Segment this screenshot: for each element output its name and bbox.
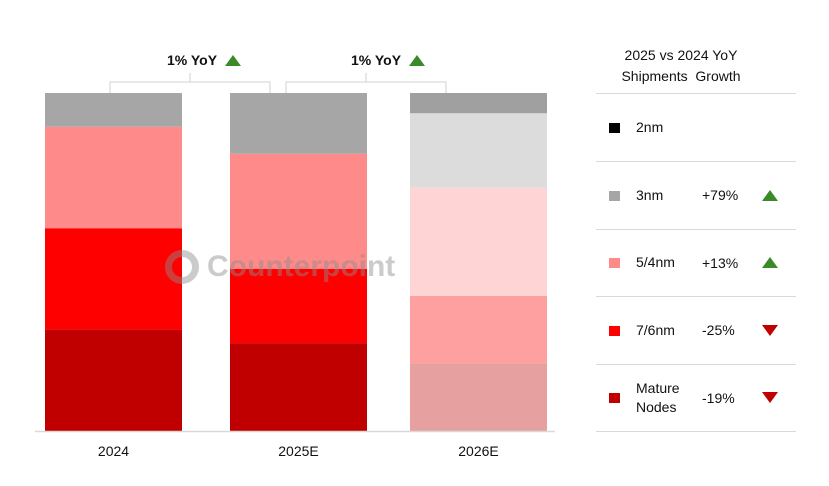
legend-swatch [609,190,620,201]
legend-row-7-6nm: 7/6nm -25% [596,297,796,365]
bar-segment-2nm-2026e [410,93,547,114]
legend-label: 7/6nm [636,321,675,338]
bar-segment-3nm-2025e [230,93,367,154]
legend-growth-value: +13% [702,254,739,271]
yoy-annotation-2: 1% YoY [351,52,426,68]
bar-segment-3nm-2024 [45,93,182,127]
legend-title-line: 2025 vs 2024 YoY [624,47,738,63]
yoy-label: 1% YoY [167,52,218,68]
legend-row-5-4nm: 5/4nm +13% [596,229,796,297]
legend-title-line: Shipments Growth [621,68,741,84]
up-triangle-icon [762,257,778,268]
legend-growth-value: -25% [702,322,735,338]
legend-swatch [609,393,620,403]
bar-segment-3nm-2026e [410,113,547,188]
watermark-logo: Counterpoint [165,250,395,284]
watermark-text: Counterpoint [207,250,396,283]
legend-growth-value: +79% [702,187,739,203]
x-tick-label: 2026E [458,443,498,459]
legend-title: 2025 vs 2024 YoY Shipments Growth [596,45,766,87]
legend-divider [596,93,796,94]
down-triangle-icon [762,392,778,403]
watermark-ring-icon [165,250,199,284]
bar-segment-7-6nm-2026e [410,295,547,364]
yoy-bracket [109,73,271,93]
legend-label: 3nm [636,186,664,203]
yoy-label: 1% YoY [351,52,402,68]
legend-growth-value: -19% [702,389,735,406]
legend-label: Mature Nodes [636,379,680,415]
bar-segment-mature-nodes-2025e [230,343,367,431]
yoy-bracket [285,73,447,93]
down-triangle-icon [762,324,778,336]
x-tick-label: 2025E [278,443,318,459]
bar-segment-5-4nm-2026e [410,187,547,296]
legend-row-mature-nodes: Mature Nodes -19% [596,364,796,432]
legend-row-3nm: 3nm +79% [596,162,796,230]
legend-row-2nm: 2nm [596,94,796,162]
legend-label: 5/4nm [636,254,675,270]
legend-swatch [609,258,620,268]
bar-segment-mature-nodes-2026e [410,363,547,431]
up-triangle-icon [762,189,778,201]
bar-segment-5-4nm-2024 [45,126,182,229]
bar-segment-mature-nodes-2024 [45,329,182,431]
bar-segment-7-6nm-2024 [45,228,182,330]
legend-label: 2nm [636,119,664,135]
up-triangle-icon [225,54,242,66]
bar-segment-7-6nm-2025e [230,268,367,344]
yoy-annotation-1: 1% YoY [167,52,242,68]
legend-swatch [609,123,620,133]
bar-segment-5-4nm-2025e [230,153,367,269]
x-tick-label: 2024 [98,443,129,459]
up-triangle-icon [409,54,426,66]
legend-swatch [609,325,620,336]
